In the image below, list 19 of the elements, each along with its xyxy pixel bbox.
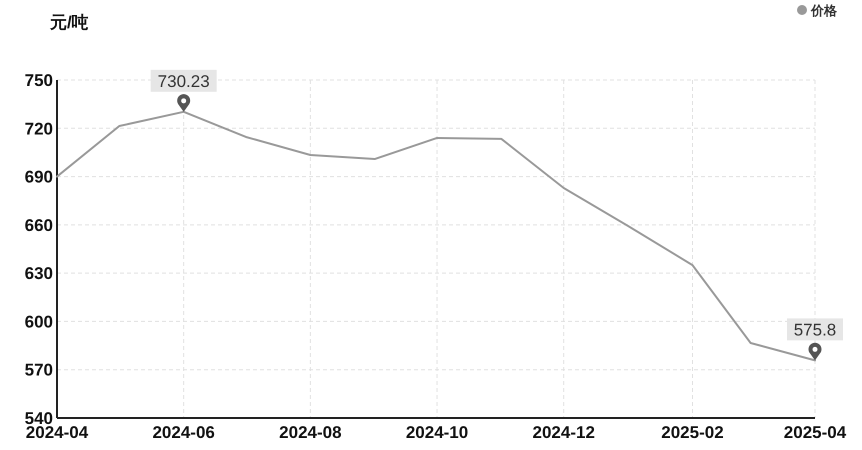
y-tick-label: 750: [24, 71, 53, 90]
y-axis-title: 元/吨: [49, 13, 89, 32]
y-tick-label: 600: [24, 312, 53, 332]
x-tick-label: 2024-06: [152, 423, 215, 442]
y-tick-label: 660: [24, 216, 53, 235]
x-tick-label: 2024-12: [532, 423, 595, 442]
x-tick-label: 2024-04: [26, 423, 89, 442]
y-tick-label: 690: [24, 168, 53, 187]
y-tick-label: 720: [24, 119, 53, 138]
x-tick-label: 2025-04: [784, 423, 847, 442]
x-tick-label: 2024-08: [279, 423, 342, 442]
x-tick-label: 2024-10: [406, 423, 468, 442]
y-tick-label: 630: [24, 264, 53, 284]
legend: 价格: [797, 3, 837, 18]
legend-label: 价格: [810, 3, 838, 18]
x-tick-label: 2025-02: [661, 423, 724, 442]
y-tick-label: 570: [24, 360, 53, 380]
annotation: 730.23: [158, 72, 210, 91]
annotation: 575.8: [794, 320, 836, 340]
